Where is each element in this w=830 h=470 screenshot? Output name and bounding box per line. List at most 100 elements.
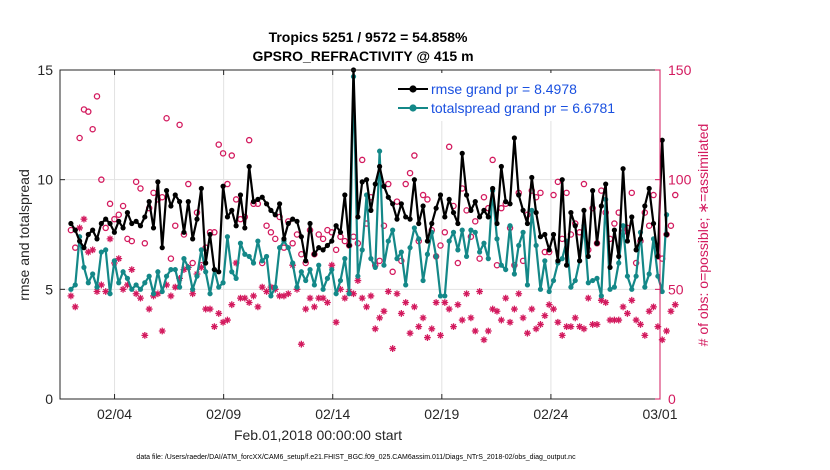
- rmse-point: [137, 223, 144, 229]
- rmse-point: [263, 201, 270, 207]
- rmse-point: [590, 188, 596, 194]
- y-tick-label: 0: [45, 391, 53, 407]
- possible-obs-marker: [141, 240, 149, 247]
- totalspread-point: [107, 291, 113, 297]
- assimilated-obs-marker: [437, 331, 444, 339]
- assimilated-obs-marker: [419, 314, 427, 322]
- rmse-point: [355, 214, 361, 220]
- assimilated-obs-marker: [563, 323, 570, 331]
- assimilated-obs-marker: [467, 314, 475, 322]
- possible-obs-marker: [411, 152, 418, 159]
- assimilated-obs-marker: [532, 325, 540, 333]
- totalspread-point: [477, 249, 483, 255]
- rmse-point: [494, 220, 500, 227]
- possible-obs-marker: [93, 93, 101, 100]
- assimilated-obs-marker: [306, 294, 314, 302]
- assimilated-obs-marker: [567, 323, 575, 331]
- totalspread-point: [68, 286, 74, 292]
- rmse-point: [533, 209, 539, 216]
- possible-obs-marker: [454, 259, 462, 267]
- rmse-point: [490, 185, 496, 192]
- rmse-point: [120, 225, 126, 231]
- totalspread-point: [150, 291, 157, 297]
- y2-tick-label: 50: [668, 281, 684, 297]
- rmse-point: [185, 199, 191, 205]
- rmse-point: [472, 199, 478, 205]
- totalspread-point: [550, 277, 557, 284]
- rmse-point: [103, 216, 109, 222]
- totalspread-point: [85, 280, 91, 286]
- assimilated-obs-marker: [510, 305, 518, 313]
- rmse-point: [224, 214, 231, 220]
- legend: rmse grand pr = 8.4978 totalspread grand…: [394, 73, 658, 121]
- axes-ticks: 02/04 02/09 02/14 02/19 02/24 03/010510150501…: [37, 62, 691, 422]
- totalspread-point: [272, 284, 278, 290]
- chart-subtitle: GPSRO_REFRACTIVITY @ 415 m: [252, 48, 473, 64]
- assimilated-obs-marker: [645, 307, 653, 315]
- assimilated-obs-marker: [115, 255, 123, 263]
- assimilated-obs-marker: [619, 303, 627, 311]
- possible-obs-marker: [437, 242, 444, 249]
- totalspread-point: [198, 247, 204, 253]
- rmse-point: [381, 183, 387, 189]
- totalspread-point: [459, 227, 465, 233]
- assimilated-obs-marker: [610, 316, 618, 324]
- rmse-point: [424, 238, 431, 244]
- assimilated-obs-marker: [545, 301, 553, 309]
- assimilated-obs-marker: [315, 294, 323, 302]
- rmse-point: [407, 216, 413, 222]
- assimilated-obs-marker: [597, 296, 605, 304]
- totalspread-point: [263, 253, 270, 260]
- rmse-point: [229, 207, 235, 213]
- assimilated-obs-marker: [245, 299, 253, 306]
- totalspread-point: [90, 271, 96, 277]
- totalspread-point: [568, 284, 574, 290]
- totalspread-point: [242, 251, 248, 257]
- assimilated-obs-marker: [506, 318, 514, 326]
- totalspread-point: [546, 288, 552, 295]
- assimilated-obs-marker: [441, 299, 449, 306]
- rmse-point: [363, 177, 370, 183]
- assimilated-obs-marker: [615, 316, 623, 324]
- totalspread-point: [450, 229, 457, 235]
- possible-obs-marker: [319, 235, 327, 243]
- rmse-point: [116, 218, 122, 224]
- totalspread-point: [142, 280, 148, 286]
- rmse-point: [298, 234, 304, 240]
- rmse-point: [633, 247, 639, 253]
- rmse-point: [81, 245, 87, 251]
- rmse-point: [250, 199, 257, 205]
- data-file-footnote: data file: /Users/raeder/DAI/ATM_forcXX/…: [136, 454, 576, 461]
- rmse-point: [642, 203, 648, 209]
- assimilated-obs-marker: [667, 307, 675, 315]
- assimilated-obs-marker: [310, 303, 318, 311]
- totalspread-point: [446, 238, 452, 244]
- totalspread-point: [290, 260, 296, 266]
- totalspread-point: [633, 273, 639, 279]
- rmse-point: [146, 199, 152, 205]
- rmse-point: [233, 223, 239, 229]
- assimilated-obs-marker: [632, 316, 640, 324]
- assimilated-obs-marker: [637, 321, 644, 328]
- totalspread-point: [307, 266, 313, 273]
- rmse-point: [416, 220, 422, 227]
- totalspread-point: [437, 293, 444, 299]
- totalspread-point: [229, 269, 235, 275]
- totalspread-point: [511, 271, 517, 277]
- totalspread-point: [185, 264, 191, 270]
- totalspread-point: [246, 253, 252, 260]
- totalspread-point: [537, 286, 544, 292]
- totalspread-point: [237, 240, 244, 246]
- rmse-point: [316, 245, 322, 251]
- totalspread-point: [220, 280, 226, 286]
- possible-obs-marker: [85, 108, 92, 115]
- totalspread-point: [646, 271, 652, 277]
- rmse-point: [624, 238, 631, 244]
- assimilated-obs-marker: [141, 331, 149, 339]
- rmse-point: [403, 214, 409, 220]
- assimilated-obs-marker: [493, 307, 501, 315]
- rmse-point: [94, 236, 100, 242]
- totalspread-point: [233, 275, 239, 281]
- possible-obs-marker: [341, 237, 349, 245]
